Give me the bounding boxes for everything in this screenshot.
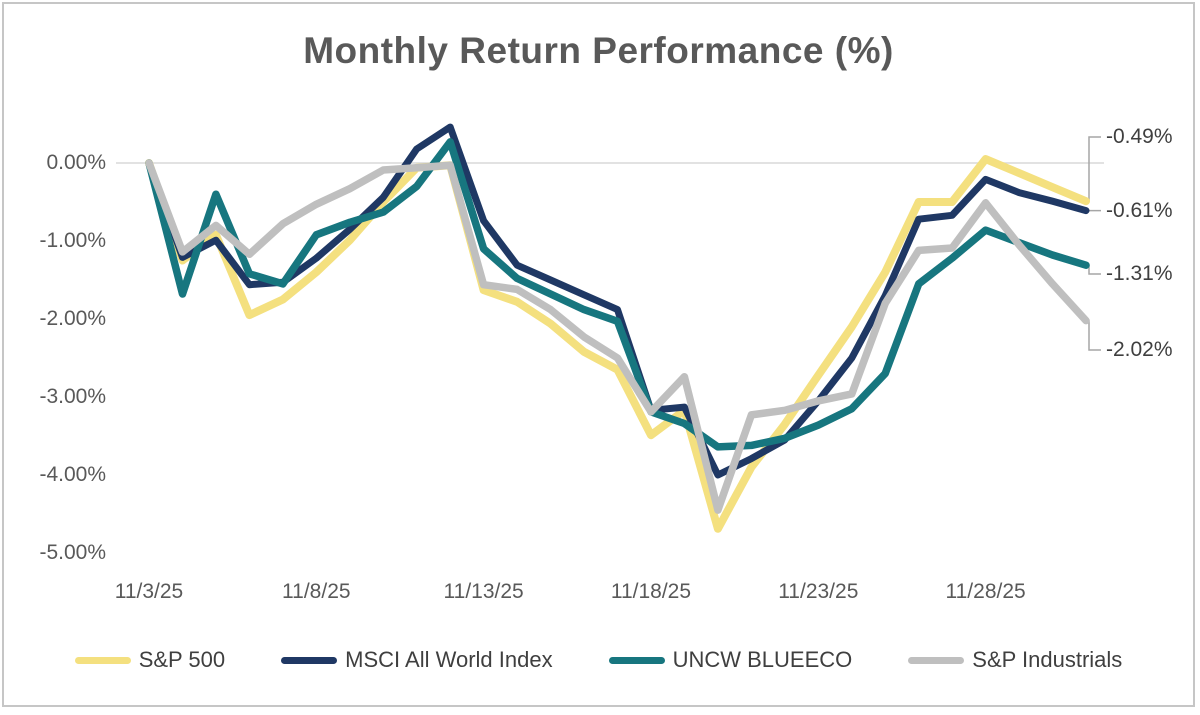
callout-leader-line <box>1088 136 1101 202</box>
legend-item-msci-all-world-index: MSCI All World Index <box>281 647 553 673</box>
series-line-msci-all-world-index <box>145 123 1090 479</box>
y-axis-tick-label: 0.00% <box>46 151 106 174</box>
series-line-s-p-industrials <box>145 159 1090 514</box>
series-line-uncw-blueeco <box>145 138 1090 451</box>
legend-item-s-p-500: S&P 500 <box>74 647 226 673</box>
y-axis-tick-label: -2.00% <box>39 307 106 330</box>
y-axis-tick-label: -1.00% <box>39 229 106 252</box>
legend-label: S&P 500 <box>138 647 226 672</box>
legend-swatch-uncw-blueeco <box>608 656 665 664</box>
chart-title: Monthly Return Performance (%) <box>303 30 894 71</box>
legend-item-uncw-blueeco: UNCW BLUEECO <box>608 647 853 673</box>
callout-leader-line <box>1088 265 1101 275</box>
series-end-value-label: -0.61% <box>1106 198 1173 222</box>
plot-area <box>116 123 1104 533</box>
y-axis-tick-label: -5.00% <box>39 541 106 564</box>
x-axis-tick-label: 11/8/25 <box>282 580 351 603</box>
y-axis-tick-label: -4.00% <box>39 463 106 486</box>
series-end-value-label: -0.49% <box>1106 125 1173 148</box>
series-end-value-label: -2.02% <box>1106 338 1173 361</box>
y-axis-tick-label: -3.00% <box>39 385 106 408</box>
legend-label: UNCW BLUEECO <box>672 647 853 672</box>
x-axis-tick-label: 11/3/25 <box>114 580 184 603</box>
series-end-value-label: -1.31% <box>1106 262 1173 285</box>
series-line-s-p-500 <box>145 155 1090 533</box>
callout-leader-line <box>1088 320 1101 351</box>
legend-label: MSCI All World Index <box>345 647 553 672</box>
x-axis-tick-label: 11/13/25 <box>443 580 524 603</box>
legend-label: S&P Industrials <box>972 647 1123 672</box>
x-axis-tick-label: 11/28/25 <box>945 580 1026 603</box>
x-axis-tick-label: 11/18/25 <box>610 580 692 603</box>
x-axis-tick-label: 11/23/25 <box>778 580 859 603</box>
legend-swatch-s-p-industrials <box>908 656 965 664</box>
legend-item-s-p-industrials: S&P Industrials <box>908 647 1122 673</box>
legend: S&P 500 MSCI All World Index UNCW BLUEECO S… <box>4 637 1193 683</box>
legend-swatch-msci-all-world-index <box>281 656 338 664</box>
legend-swatch-s-p-500 <box>74 656 131 664</box>
